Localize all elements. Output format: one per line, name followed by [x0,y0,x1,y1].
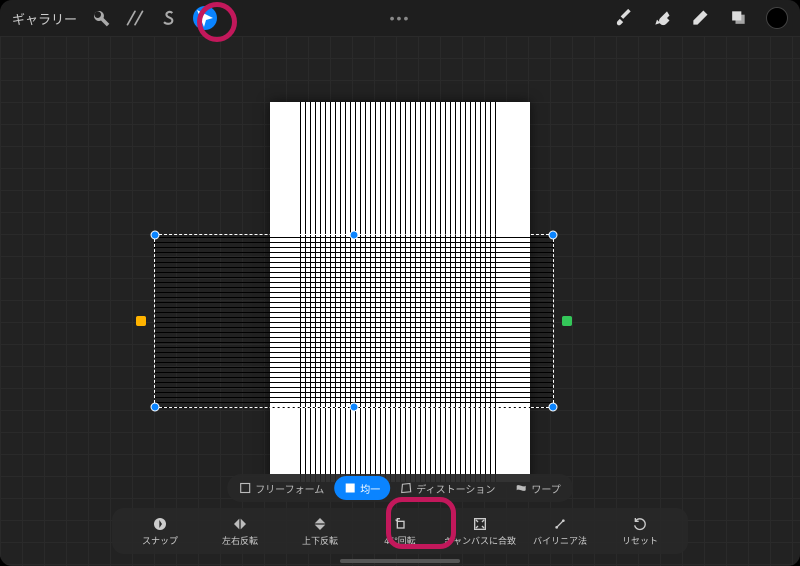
action-label: スナップ [142,534,178,547]
mode-warp[interactable]: ワープ [505,476,570,500]
action-rotate-45[interactable]: 45°回転 [360,510,440,552]
color-swatch[interactable] [766,7,788,29]
handle-right-side[interactable] [562,316,572,326]
top-toolbar-left: ギャラリー [12,6,217,30]
brush-icon[interactable] [614,8,634,28]
mode-distort[interactable]: ディストーション [390,476,505,500]
action-snap[interactable]: スナップ [120,510,200,552]
handle-bottom-mid[interactable] [350,403,359,412]
action-label: 45°回転 [384,534,416,547]
mode-freeform[interactable]: フリーフォーム [229,476,334,500]
transform-mode-pill: フリーフォーム 均一 ディストーション ワープ [227,474,573,502]
transform-arrow-icon[interactable] [193,6,217,30]
handle-top-mid[interactable] [350,231,359,240]
handle-top-right[interactable] [549,231,558,240]
action-label: キャンバスに合致 [444,534,516,547]
transform-action-bar: スナップ 左右反転 上下反転 45°回転 キャンバスに合致 バイリニア法 リセッ… [112,508,688,554]
mode-label: 均一 [360,481,380,496]
mode-uniform[interactable]: 均一 [334,476,390,500]
wrench-icon[interactable] [91,8,111,28]
transform-bounding-box[interactable] [154,234,554,408]
mode-label: ディストーション [416,481,495,496]
handle-bottom-right[interactable] [549,403,558,412]
smudge-icon[interactable] [652,8,672,28]
mode-label: フリーフォーム [255,481,324,496]
action-label: バイリニア法 [533,534,587,547]
selection-s-icon[interactable] [159,8,179,28]
mode-label: ワープ [531,481,560,496]
gallery-button[interactable]: ギャラリー [12,9,77,28]
action-interpolation[interactable]: バイリニア法 [520,510,600,552]
action-reset[interactable]: リセット [600,510,680,552]
action-label: 左右反転 [222,534,258,547]
top-toolbar: ギャラリー ••• [0,0,800,36]
adjustments-icon[interactable] [125,8,145,28]
action-fit-canvas[interactable]: キャンバスに合致 [440,510,520,552]
app-frame: ギャラリー ••• [0,0,800,566]
handle-top-left[interactable] [151,231,160,240]
layers-icon[interactable] [728,8,748,28]
handle-left-side[interactable] [136,316,146,326]
action-flip-vertical[interactable]: 上下反転 [280,510,360,552]
top-toolbar-right [614,7,788,29]
action-label: リセット [622,534,658,547]
action-label: 上下反転 [302,534,338,547]
home-indicator [340,559,460,563]
modify-ellipsis[interactable]: ••• [390,10,411,26]
action-flip-horizontal[interactable]: 左右反転 [200,510,280,552]
handle-bottom-left[interactable] [151,403,160,412]
eraser-icon[interactable] [690,8,710,28]
